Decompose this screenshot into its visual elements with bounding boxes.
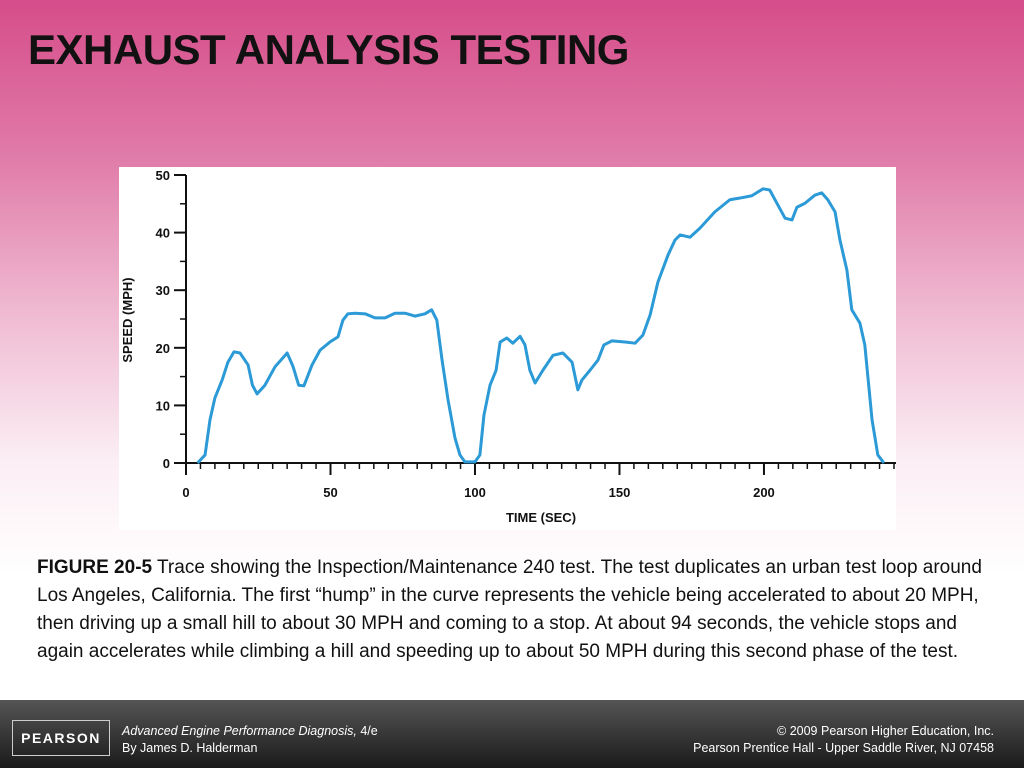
edition: 4/e [360, 724, 378, 738]
copyright: © 2009 Pearson Higher Education, Inc. [777, 724, 994, 738]
publisher: Pearson Prentice Hall - Upper Saddle Riv… [693, 741, 994, 755]
y-tick-label: 0 [163, 456, 170, 471]
caption-text: Trace showing the Inspection/Maintenance… [37, 557, 982, 662]
y-tick-label: 20 [156, 341, 170, 356]
y-tick-label: 50 [156, 168, 170, 183]
x-tick-label: 50 [323, 485, 337, 500]
caption-label: FIGURE 20-5 [37, 557, 153, 578]
y-axis-label: SPEED (MPH) [120, 277, 135, 362]
chart-background [119, 167, 896, 530]
speed-line [196, 187, 886, 465]
book-line: Advanced Engine Performance Diagnosis, 4… [122, 724, 378, 738]
x-tick-label: 100 [464, 485, 486, 500]
x-tick-label: 200 [753, 485, 775, 500]
x-tick-label: 0 [182, 485, 189, 500]
slide-title: EXHAUST ANALYSIS TESTING [28, 26, 629, 73]
footer: PEARSON Advanced Engine Performance Diag… [0, 700, 1024, 768]
y-tick-label: 10 [156, 398, 170, 413]
y-tick-label: 40 [156, 226, 170, 241]
author: By James D. Halderman [122, 741, 258, 755]
x-axis-label: TIME (SEC) [506, 510, 576, 525]
y-tick-label: 30 [156, 283, 170, 298]
x-tick-label: 150 [609, 485, 631, 500]
logo: PEARSON [12, 720, 110, 756]
caption: FIGURE 20-5 Trace showing the Inspection… [37, 554, 992, 666]
book-title: Advanced Engine Performance Diagnosis, [122, 724, 357, 738]
chart: TIME (SEC) SPEED (MPH) 0 50 100 150 200 0 10 20… [119, 167, 896, 530]
